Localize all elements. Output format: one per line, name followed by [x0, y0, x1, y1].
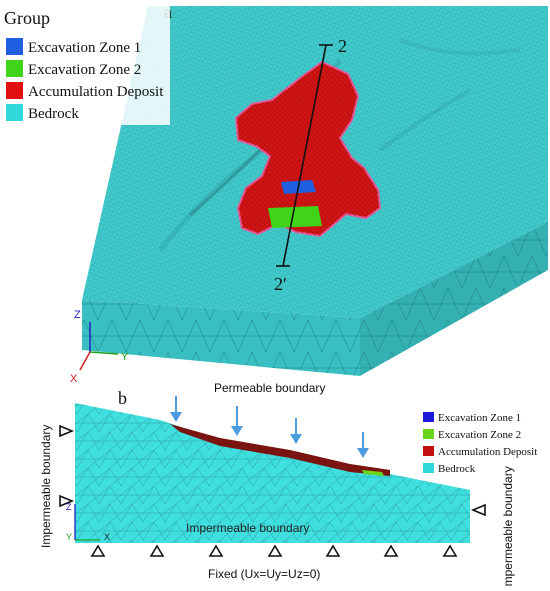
axis-z-label-b: Z [66, 502, 72, 512]
legend-swatch-zone2 [6, 60, 23, 77]
legend-b-item-zone2: Excavation Zone 2 [438, 429, 521, 441]
top-boundary-label: Permeable boundary [214, 381, 325, 395]
legend-swatch-deposit [6, 82, 23, 99]
legend-item-zone2: Excavation Zone 2 [28, 62, 141, 78]
infiltration-arrows [170, 396, 369, 458]
axis-y-label-b: Y [66, 532, 72, 542]
excavation-zone-2-region [268, 206, 322, 228]
right-boundary-label: Impermeable boundary [501, 466, 515, 586]
legend-a: Group Excavation Zone 1 Excavation Zone … [0, 0, 170, 125]
legend-b-swatch-zone1 [423, 412, 434, 422]
section-line [282, 44, 327, 267]
section-label-start: 2 [338, 36, 347, 56]
legend-b-swatch-deposit [423, 446, 434, 456]
legend-swatch-zone1 [6, 38, 23, 55]
cross-section-zone2 [362, 470, 384, 476]
legend-b-item-bedrock: Bedrock [438, 463, 476, 475]
legend-item-deposit: Accumulation Deposit [28, 84, 164, 100]
panel-b: b Permeable boundary [39, 381, 537, 590]
left-boundary-label: Impermeable boundary [39, 425, 53, 548]
axis-z-label: Z [74, 309, 81, 321]
axis-y-label: Y [121, 351, 129, 363]
bottom-boundary-label: Impermeable boundary [186, 521, 309, 535]
legend-item-zone1: Excavation Zone 1 [28, 40, 141, 56]
cross-section-deposit [170, 424, 390, 476]
panel-a: 2 2′ a Group Excavation Zone 1 Excavatio… [0, 0, 548, 385]
panel-b-label: b [118, 388, 127, 408]
legend-b-swatch-zone2 [423, 429, 434, 439]
left-supports [59, 424, 75, 508]
legend-b-item-zone1: Excavation Zone 1 [438, 412, 521, 424]
legend-b-item-deposit: Accumulation Deposit [438, 446, 537, 458]
legend-b: Excavation Zone 1 Excavation Zone 2 Accu… [423, 412, 537, 475]
bottom-supports [90, 544, 458, 557]
legend-title: Group [4, 8, 50, 28]
section-label-end: 2′ [274, 274, 287, 294]
axis-x-label-b: X [104, 532, 110, 542]
axis-triad-a: Z Y X [70, 309, 129, 385]
legend-item-bedrock: Bedrock [28, 106, 79, 122]
legend-swatch-bedrock [6, 104, 23, 121]
legend-b-swatch-bedrock [423, 463, 434, 473]
right-support [470, 503, 486, 517]
axis-triad-b: Z Y X [66, 502, 110, 542]
axis-x-label: X [70, 373, 78, 385]
fixed-label: Fixed (Ux=Uy=Uz=0) [208, 567, 320, 581]
